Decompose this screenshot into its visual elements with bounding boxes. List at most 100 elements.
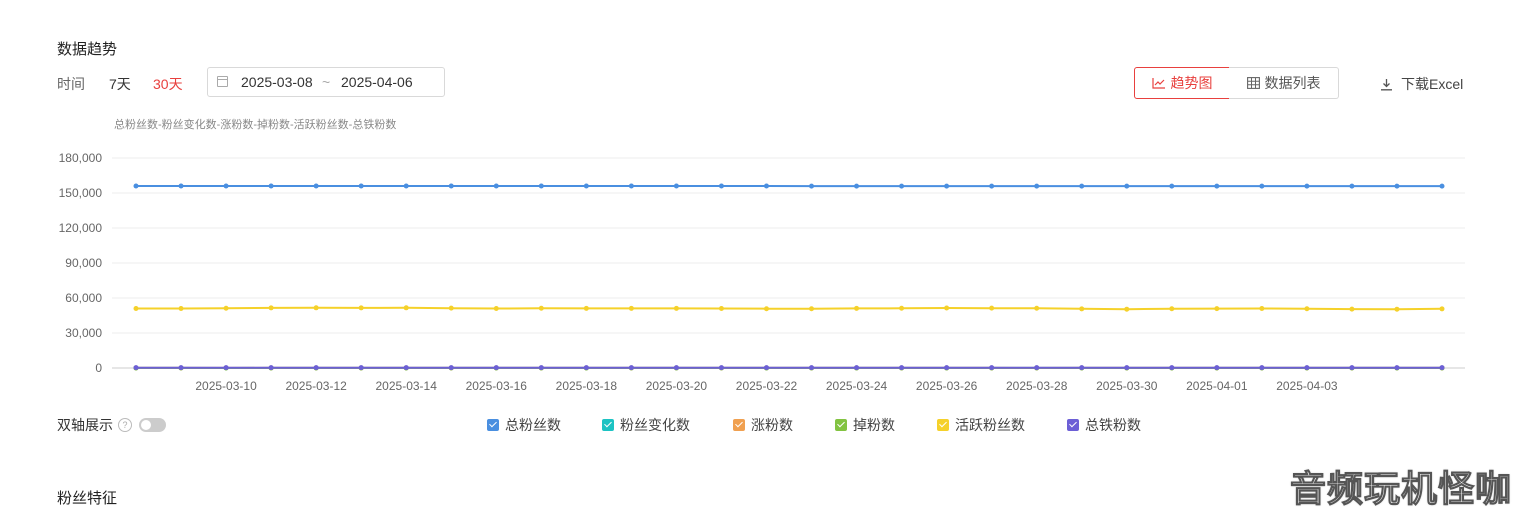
data-point xyxy=(268,183,274,189)
start-date[interactable]: 2025-03-08 xyxy=(241,74,313,90)
download-excel-button[interactable]: 下载Excel xyxy=(1380,74,1463,94)
x-tick-label: 2025-03-22 xyxy=(736,379,798,393)
data-point xyxy=(268,365,274,371)
table-view-label: 数据列表 xyxy=(1264,75,1321,91)
legend-item[interactable]: 活跃粉丝数 xyxy=(937,415,1025,435)
data-point xyxy=(854,183,860,189)
time-label: 时间 xyxy=(57,76,85,92)
data-point xyxy=(763,365,769,371)
download-label: 下载Excel xyxy=(1401,76,1464,92)
x-tick-label: 2025-03-30 xyxy=(1096,379,1158,393)
dual-axis-toggle[interactable] xyxy=(139,418,166,432)
data-point xyxy=(1439,183,1445,189)
checkbox-icon[interactable] xyxy=(487,419,499,431)
legend-label: 涨粉数 xyxy=(751,417,793,433)
data-point xyxy=(718,183,724,189)
data-point xyxy=(1259,365,1265,371)
legend-item[interactable]: 总粉丝数 xyxy=(487,415,561,435)
checkbox-icon[interactable] xyxy=(602,419,614,431)
data-point xyxy=(223,365,229,371)
legend-label: 总粉丝数 xyxy=(505,417,561,433)
data-point xyxy=(538,305,544,311)
data-point xyxy=(133,183,139,189)
legend-item[interactable]: 掉粉数 xyxy=(835,415,895,435)
data-point xyxy=(1394,306,1400,312)
x-tick-label: 2025-03-18 xyxy=(556,379,618,393)
x-tick-label: 2025-04-03 xyxy=(1276,379,1338,393)
data-point xyxy=(1124,365,1130,371)
data-point xyxy=(358,365,364,371)
date-separator: ~ xyxy=(322,74,331,90)
data-point xyxy=(628,365,634,371)
range-7d-option[interactable]: 7天 xyxy=(109,76,131,92)
data-point xyxy=(989,365,995,371)
y-tick-label: 60,000 xyxy=(65,291,102,305)
data-point xyxy=(899,305,905,311)
x-tick-label: 2025-03-24 xyxy=(826,379,888,393)
x-tick-label: 2025-03-14 xyxy=(376,379,438,393)
data-point xyxy=(1304,365,1310,371)
data-point xyxy=(538,365,544,371)
data-point xyxy=(1259,306,1265,311)
data-point xyxy=(583,305,589,311)
data-point xyxy=(1034,305,1040,311)
data-point xyxy=(1034,365,1040,371)
date-range-picker[interactable]: 2025-03-08 ~ 2025-04-06 xyxy=(207,67,445,97)
legend-item[interactable]: 总铁粉数 xyxy=(1067,415,1141,435)
watermark: 音频玩机怪咖 xyxy=(1289,468,1512,510)
checkbox-icon[interactable] xyxy=(733,419,745,431)
x-tick-label: 2025-03-16 xyxy=(466,379,528,393)
data-point xyxy=(403,183,409,189)
data-point xyxy=(1259,183,1265,189)
x-tick-label: 2025-03-26 xyxy=(916,379,978,393)
data-point xyxy=(1079,183,1085,189)
data-point xyxy=(673,365,679,371)
data-point xyxy=(1169,183,1175,189)
legend-label: 粉丝变化数 xyxy=(620,417,690,433)
y-tick-label: 30,000 xyxy=(65,326,102,340)
data-point xyxy=(133,365,139,371)
table-view-button[interactable]: 数据列表 xyxy=(1229,67,1339,99)
data-point xyxy=(1124,306,1130,312)
legend-item[interactable]: 涨粉数 xyxy=(733,415,793,435)
legend-item[interactable]: 粉丝变化数 xyxy=(602,415,690,435)
data-point xyxy=(223,305,229,311)
data-point xyxy=(718,365,724,371)
data-point xyxy=(809,183,815,189)
data-point xyxy=(403,305,409,311)
data-point xyxy=(899,365,905,371)
data-point xyxy=(313,365,319,371)
data-point xyxy=(763,183,769,189)
data-point xyxy=(1034,183,1040,189)
data-point xyxy=(944,305,950,311)
data-point xyxy=(628,183,634,189)
trend-view-button[interactable]: 趋势图 xyxy=(1134,67,1230,99)
y-tick-label: 0 xyxy=(95,361,102,375)
y-tick-label: 90,000 xyxy=(65,256,102,270)
x-tick-label: 2025-03-20 xyxy=(646,379,708,393)
legend-label: 总铁粉数 xyxy=(1085,417,1141,433)
trend-line-chart: 0 30,000 60,000 90,000 120,000 150,000 180,000… xyxy=(59,151,1465,393)
data-point xyxy=(448,183,454,189)
checkbox-icon[interactable] xyxy=(937,419,949,431)
chart-title: 总粉丝数-粉丝变化数-涨粉数-掉粉数-活跃粉丝数-总铁粉数 xyxy=(114,119,397,131)
y-tick-label: 150,000 xyxy=(59,186,103,200)
end-date[interactable]: 2025-04-06 xyxy=(341,74,413,90)
data-point xyxy=(854,365,860,371)
data-point xyxy=(313,305,319,311)
data-point xyxy=(718,306,724,311)
checkbox-icon[interactable] xyxy=(1067,419,1079,431)
range-30d-option[interactable]: 30天 xyxy=(153,76,183,92)
data-point xyxy=(583,183,589,189)
data-point xyxy=(1169,365,1175,371)
data-point xyxy=(1214,306,1220,312)
checkbox-icon[interactable] xyxy=(835,419,847,431)
question-circle-icon[interactable]: ? xyxy=(118,418,132,432)
x-tick-label: 2025-03-12 xyxy=(285,379,347,393)
data-point xyxy=(673,305,679,311)
y-tick-label: 180,000 xyxy=(59,151,103,165)
data-point xyxy=(1394,183,1400,189)
calendar-icon xyxy=(217,76,228,87)
data-point xyxy=(989,305,995,311)
data-point xyxy=(448,305,454,311)
